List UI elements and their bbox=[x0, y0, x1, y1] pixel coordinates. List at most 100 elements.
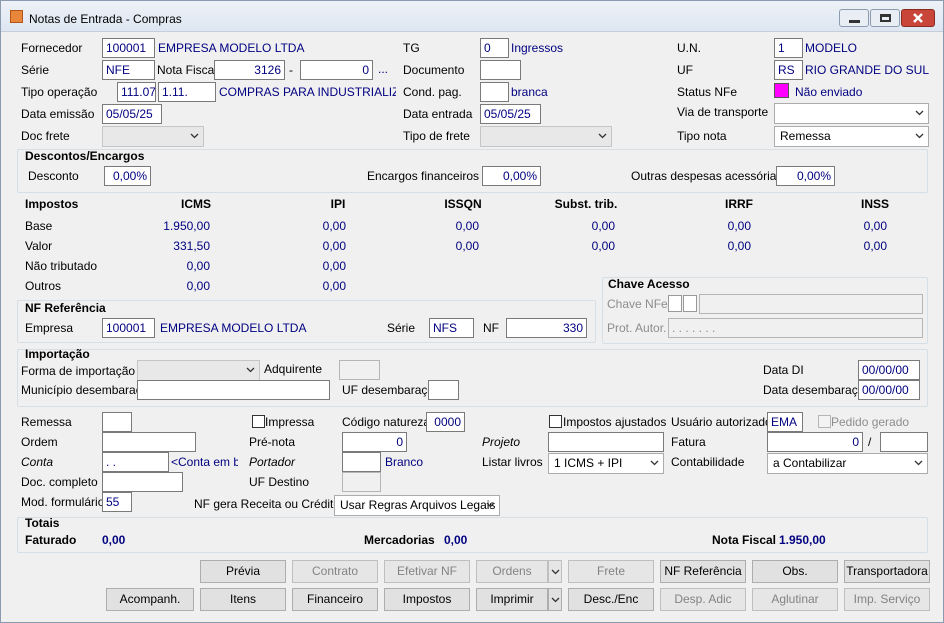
checkbox[interactable] bbox=[549, 415, 562, 428]
button[interactable]: Impostos bbox=[384, 588, 470, 611]
input-field[interactable]: 00/00/00 bbox=[858, 380, 920, 400]
label: Mod. formulário bbox=[21, 495, 105, 509]
dropdown[interactable]: Remessa bbox=[774, 126, 929, 147]
dropdown[interactable] bbox=[480, 126, 612, 147]
label: Desconto bbox=[28, 169, 79, 183]
label: Fatura bbox=[671, 435, 706, 449]
button[interactable]: Frete bbox=[568, 560, 654, 583]
label: Faturado bbox=[25, 533, 77, 547]
label: Impressa bbox=[265, 415, 315, 429]
input-field[interactable]: 0 bbox=[300, 60, 373, 80]
input-field[interactable]: 111.07 bbox=[117, 82, 156, 102]
input-field[interactable]: 00/00/00 bbox=[858, 360, 920, 380]
dropdown-button[interactable] bbox=[548, 560, 562, 583]
input-field[interactable]: . . . . . . . bbox=[668, 318, 923, 338]
button[interactable]: Imprimir bbox=[476, 588, 548, 611]
button[interactable]: Contrato bbox=[292, 560, 378, 583]
label: Totais bbox=[25, 516, 60, 530]
label: Série bbox=[387, 321, 416, 335]
input-field[interactable]: 0 bbox=[342, 432, 407, 452]
dropdown-button[interactable] bbox=[548, 588, 562, 611]
input-field[interactable] bbox=[102, 432, 196, 452]
input-field[interactable]: 0,00% bbox=[482, 166, 541, 186]
label: Doc frete bbox=[21, 129, 70, 143]
xml-icon[interactable] bbox=[668, 295, 682, 312]
dropdown[interactable]: a Contabilizar bbox=[767, 453, 928, 474]
checkbox[interactable] bbox=[818, 415, 831, 428]
label: Usuário autorizado bbox=[671, 415, 772, 429]
dropdown[interactable]: Usar Regras Arquivos Legais bbox=[334, 495, 500, 516]
input-field[interactable]: 05/05/25 bbox=[102, 104, 162, 124]
button[interactable]: Financeiro bbox=[292, 588, 378, 611]
input-field[interactable]: 0,00% bbox=[776, 166, 835, 186]
label: Projeto bbox=[482, 435, 521, 449]
input-field[interactable]: 0 bbox=[480, 38, 509, 58]
dropdown[interactable] bbox=[102, 126, 204, 147]
value: 331,50 bbox=[173, 239, 210, 253]
button[interactable]: Ordens bbox=[476, 560, 548, 583]
label: Prot. Autor. bbox=[607, 321, 667, 335]
button[interactable]: Itens bbox=[200, 588, 286, 611]
button[interactable]: Prévia bbox=[200, 560, 286, 583]
input-field[interactable] bbox=[102, 412, 132, 432]
input-field[interactable] bbox=[137, 380, 330, 400]
value: 0,00 bbox=[591, 219, 615, 233]
input-field[interactable]: EMA bbox=[767, 412, 803, 432]
label: Município desembaraço bbox=[21, 383, 149, 397]
value: 0,00 bbox=[455, 219, 479, 233]
maximize-button[interactable] bbox=[870, 9, 900, 27]
label: MODELO bbox=[805, 41, 858, 55]
label: Outras despesas acessórias bbox=[631, 169, 783, 183]
input-field[interactable]: . . bbox=[102, 452, 169, 472]
button[interactable]: Aglutinar bbox=[752, 588, 838, 611]
value: 0,00 bbox=[186, 279, 210, 293]
label: Adquirente bbox=[264, 362, 323, 376]
cce-icon[interactable] bbox=[683, 295, 697, 312]
dropdown[interactable]: 1 ICMS + IPI bbox=[548, 453, 664, 474]
label: Impostos bbox=[25, 197, 79, 211]
button[interactable]: Desc./Enc bbox=[568, 588, 654, 611]
input-field[interactable]: 0000 bbox=[426, 412, 465, 432]
input-field[interactable]: 55 bbox=[102, 492, 132, 512]
input-field[interactable] bbox=[548, 432, 664, 452]
input-field[interactable] bbox=[342, 452, 381, 472]
value: 0,00 bbox=[322, 219, 346, 233]
input-field[interactable] bbox=[699, 294, 923, 314]
input-field[interactable] bbox=[102, 472, 183, 492]
label: Impostos ajustados bbox=[563, 415, 667, 429]
input-field[interactable] bbox=[880, 432, 928, 452]
input-field[interactable] bbox=[342, 472, 381, 492]
input-field[interactable] bbox=[339, 360, 380, 380]
button[interactable]: Transportadora bbox=[844, 560, 930, 583]
input-field[interactable] bbox=[428, 380, 459, 400]
input-field[interactable]: 05/05/25 bbox=[480, 104, 541, 124]
close-button[interactable] bbox=[901, 9, 935, 27]
button[interactable]: Obs. bbox=[752, 560, 838, 583]
input-field[interactable]: 100001 bbox=[102, 318, 155, 338]
label: Valor bbox=[25, 239, 53, 253]
input-field[interactable]: 330 bbox=[506, 318, 587, 338]
app-icon bbox=[10, 10, 23, 23]
input-field[interactable]: 0 bbox=[767, 432, 863, 452]
input-field[interactable]: 1.11. bbox=[158, 82, 216, 102]
button[interactable]: NF Referência bbox=[660, 560, 746, 583]
input-field[interactable]: NFS bbox=[429, 318, 474, 338]
input-field[interactable]: 0,00% bbox=[104, 166, 151, 186]
input-field[interactable] bbox=[480, 82, 509, 102]
input-field[interactable]: 3126 bbox=[214, 60, 285, 80]
checkbox[interactable] bbox=[252, 415, 265, 428]
button[interactable]: Efetivar NF bbox=[384, 560, 470, 583]
button[interactable]: Desp. Adic bbox=[660, 588, 746, 611]
dropdown[interactable] bbox=[137, 360, 260, 381]
button[interactable]: Acompanh. bbox=[106, 588, 194, 611]
input-field[interactable]: 1 bbox=[774, 38, 803, 58]
button[interactable]: Imp. Serviço bbox=[844, 588, 930, 611]
value: 0,00 bbox=[322, 259, 346, 273]
minimize-button[interactable] bbox=[839, 9, 869, 27]
label: Data DI bbox=[763, 363, 804, 377]
input-field[interactable] bbox=[480, 60, 521, 80]
input-field[interactable]: NFE bbox=[102, 60, 155, 80]
input-field[interactable]: 100001 bbox=[102, 38, 155, 58]
dropdown[interactable] bbox=[774, 103, 929, 124]
input-field[interactable]: RS bbox=[774, 60, 803, 80]
